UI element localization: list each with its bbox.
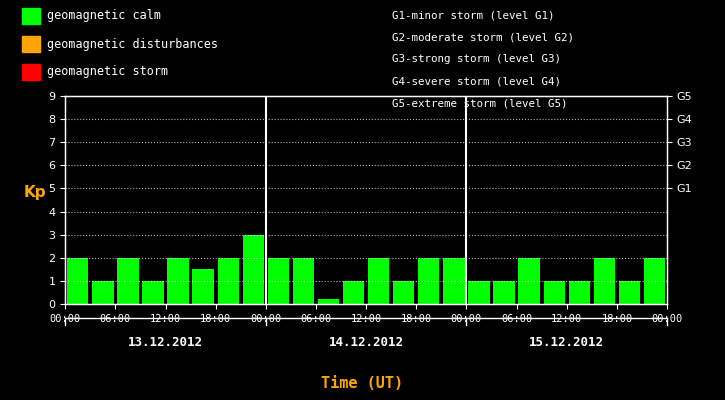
Bar [468,281,489,304]
Bar [243,235,264,304]
Bar [167,258,188,304]
Text: geomagnetic disturbances: geomagnetic disturbances [47,38,218,50]
Text: G4-severe storm (level G4): G4-severe storm (level G4) [392,76,560,86]
Bar [418,258,439,304]
Text: G1-minor storm (level G1): G1-minor storm (level G1) [392,10,554,20]
Text: geomagnetic calm: geomagnetic calm [47,10,161,22]
Bar [594,258,615,304]
Bar [67,258,88,304]
Text: 14.12.2012: 14.12.2012 [328,336,404,348]
Bar [268,258,289,304]
Text: Time (UT): Time (UT) [321,376,404,392]
Bar [343,281,364,304]
Bar [443,258,465,304]
Bar [544,281,565,304]
Bar [644,258,665,304]
Bar [568,281,590,304]
Bar [218,258,239,304]
Bar [618,281,640,304]
Bar [368,258,389,304]
Text: G5-extreme storm (level G5): G5-extreme storm (level G5) [392,98,567,108]
Bar [318,299,339,304]
Bar [293,258,314,304]
Bar [92,281,114,304]
Bar [117,258,138,304]
Text: G3-strong storm (level G3): G3-strong storm (level G3) [392,54,560,64]
Bar [193,269,214,304]
Bar [518,258,539,304]
Text: 15.12.2012: 15.12.2012 [529,336,604,348]
Bar [494,281,515,304]
Bar [393,281,415,304]
Text: 13.12.2012: 13.12.2012 [128,336,203,348]
Text: G2-moderate storm (level G2): G2-moderate storm (level G2) [392,32,573,42]
Y-axis label: Kp: Kp [23,185,46,200]
Text: geomagnetic storm: geomagnetic storm [47,66,168,78]
Bar [142,281,164,304]
